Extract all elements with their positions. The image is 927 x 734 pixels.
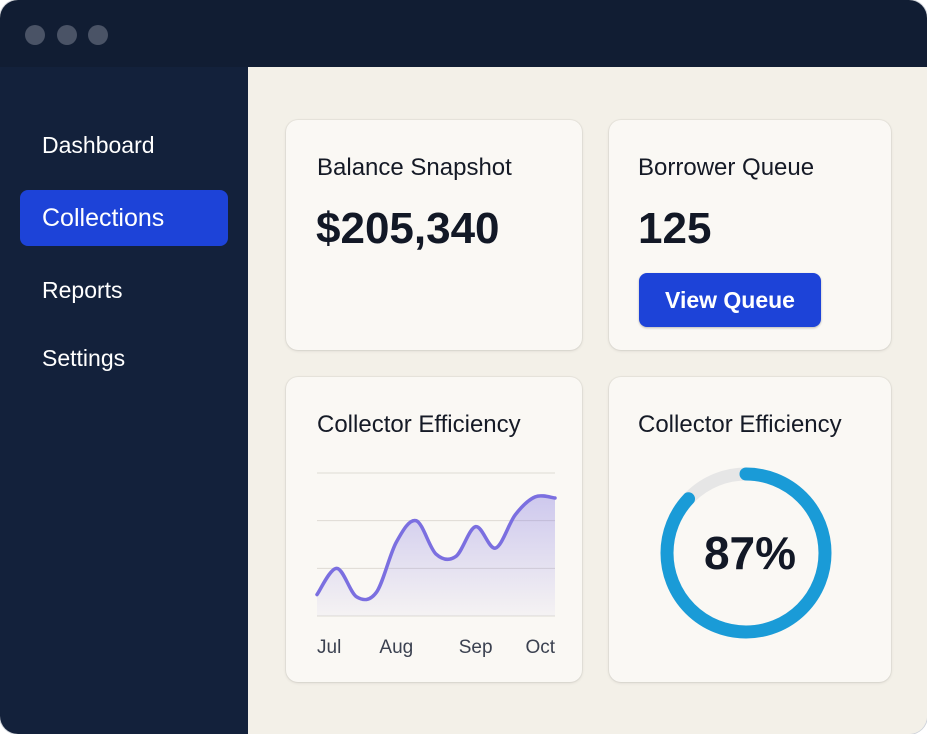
card-title: Borrower Queue: [638, 154, 815, 181]
title-bar: [0, 0, 927, 67]
sidebar-item-settings[interactable]: Settings: [20, 330, 228, 386]
sidebar-item-label: Dashboard: [42, 131, 155, 158]
balance-value: $205,340: [316, 204, 500, 253]
main-content: Balance Snapshot $205,340 Borrower Queue…: [248, 67, 927, 734]
efficiency-donut-gauge: [660, 467, 832, 639]
card-title: Balance Snapshot: [317, 154, 512, 181]
sidebar-item-label: Collections: [42, 203, 165, 232]
queue-count: 125: [638, 204, 712, 253]
x-tick-label: Oct: [525, 637, 555, 658]
borrower-queue-card: Borrower Queue 125 View Queue: [609, 120, 891, 350]
view-queue-button[interactable]: View Queue: [639, 273, 821, 327]
sidebar: Dashboard Collections Reports Settings: [0, 67, 248, 734]
efficiency-line-chart: Jul Aug Sep Oct: [315, 472, 557, 658]
series-line: [315, 494, 557, 602]
window-minimize-dot[interactable]: [57, 25, 77, 45]
card-title: Collector Efficiency: [317, 411, 521, 438]
gauge-percentage: 87%: [703, 527, 797, 579]
sidebar-item-dashboard[interactable]: Dashboard: [20, 117, 228, 173]
window-close-dot[interactable]: [25, 25, 45, 45]
x-tick-label: Aug: [379, 637, 413, 658]
sidebar-item-reports[interactable]: Reports: [20, 262, 228, 318]
x-tick-label: Sep: [459, 637, 493, 658]
sidebar-item-collections[interactable]: Collections: [20, 190, 228, 246]
sidebar-item-label: Settings: [42, 344, 126, 371]
balance-snapshot-card: Balance Snapshot $205,340: [286, 120, 582, 350]
sidebar-item-label: Reports: [42, 276, 123, 303]
gauge-progress-arc: [660, 467, 832, 639]
collector-efficiency-gauge-card: Collector Efficiency 87%: [609, 377, 891, 682]
card-title: Collector Efficiency: [638, 411, 842, 438]
collector-efficiency-chart-card: Collector Efficiency Jul Aug Sep Oct: [286, 377, 582, 682]
x-tick-label: Jul: [317, 637, 341, 658]
window-maximize-dot[interactable]: [88, 25, 108, 45]
